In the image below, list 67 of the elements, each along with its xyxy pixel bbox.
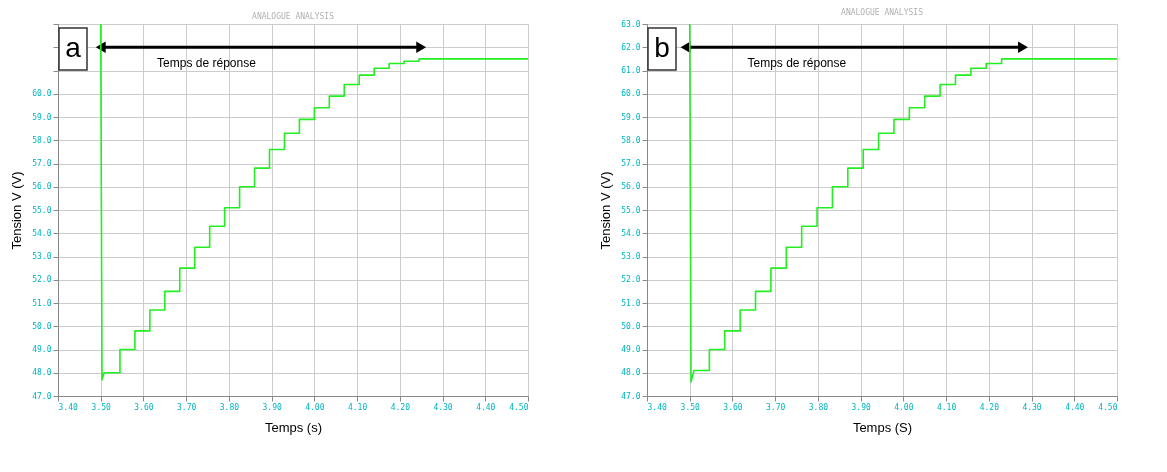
y-tick-label: 60.0: [32, 89, 52, 99]
y-tick-label: 62.0: [621, 42, 641, 52]
y-tick-label: 61.0: [621, 66, 641, 75]
x-tick-label: 4.20: [390, 402, 411, 412]
x-tick-label: 4.50: [1098, 402, 1118, 412]
x-tick-label: 4.40: [1065, 402, 1085, 412]
y-tick-label: 48.0: [621, 368, 641, 378]
y-tick-label: 53.0: [621, 252, 641, 261]
x-tick-label: 3.60: [723, 402, 743, 412]
x-tick-label: 4.10: [936, 402, 957, 412]
y-tick-label: 51.0: [621, 298, 641, 308]
y-axis-title: Tension V (V): [598, 171, 614, 250]
y-axis-title: Tension V (V): [9, 171, 25, 250]
y-tick-label: 55.0: [621, 205, 641, 215]
x-tick-label: 3.40: [58, 402, 78, 412]
y-tick-label: 54.0: [621, 228, 641, 238]
y-tick-label: 54.0: [32, 228, 52, 238]
y-tick-label: 57.0: [32, 159, 52, 168]
annotation: a: [65, 32, 82, 63]
annotation: Temps de réponse: [157, 56, 257, 71]
y-tick-label: 48.0: [32, 368, 52, 378]
x-tick-label: 3.60: [134, 402, 154, 412]
x-tick-label: 3.70: [177, 402, 197, 412]
y-tick-label: 63.0: [621, 19, 641, 29]
y-tick-label: 59.0: [621, 112, 641, 122]
chart-title: ANALOGUE ANALYSIS: [841, 8, 924, 17]
y-tick-label: 47.0: [621, 391, 641, 401]
x-tick-label: 4.20: [979, 402, 1000, 412]
x-tick-label: 3.90: [851, 402, 871, 412]
x-tick-label: 3.40: [647, 402, 667, 412]
x-tick-label: 4.30: [1022, 402, 1042, 412]
y-tick-label: 52.0: [621, 275, 641, 285]
y-tick-label: 60.0: [621, 89, 641, 99]
line-series: [688, 24, 1117, 383]
y-tick-label: 50.0: [32, 321, 52, 331]
x-tick-label: 4.50: [509, 402, 529, 412]
x-tick-label: 3.50: [680, 402, 701, 412]
y-tick-label: 53.0: [32, 252, 52, 261]
x-axis-title: Temps (s): [264, 419, 323, 435]
x-tick-label: 4.30: [433, 402, 453, 412]
x-tick-label: 3.80: [219, 402, 240, 412]
annotation: Temps de réponse: [747, 56, 847, 71]
y-tick-label: 58.0: [32, 135, 52, 145]
x-tick-label: 4.00: [305, 402, 325, 412]
y-tick-label: 51.0: [32, 298, 52, 308]
y-tick-label: 49.0: [32, 345, 52, 354]
y-tick-label: 59.0: [32, 112, 52, 122]
y-tick-label: 52.0: [32, 275, 52, 285]
x-tick-label: 4.40: [476, 402, 496, 412]
y-tick-label: 50.0: [621, 321, 641, 331]
x-tick-label: 3.50: [91, 402, 112, 412]
line-series: [99, 24, 528, 381]
y-tick-label: 57.0: [621, 159, 641, 168]
y-tick-label: 58.0: [621, 135, 641, 145]
x-tick-label: 3.80: [808, 402, 829, 412]
y-tick-label: 47.0: [32, 391, 52, 401]
x-tick-label: 3.70: [766, 402, 786, 412]
x-tick-label: 4.00: [894, 402, 914, 412]
y-tick-label: 56.0: [621, 182, 641, 192]
x-tick-label: 4.10: [347, 402, 368, 412]
y-tick-label: 56.0: [32, 182, 52, 192]
x-axis-title: Temps (S): [852, 419, 913, 435]
x-tick-label: 3.90: [262, 402, 282, 412]
chart-title: ANALOGUE ANALYSIS: [252, 11, 335, 21]
annotation: b: [654, 32, 670, 63]
y-tick-label: 55.0: [32, 205, 52, 215]
y-tick-label: 49.0: [621, 345, 641, 354]
